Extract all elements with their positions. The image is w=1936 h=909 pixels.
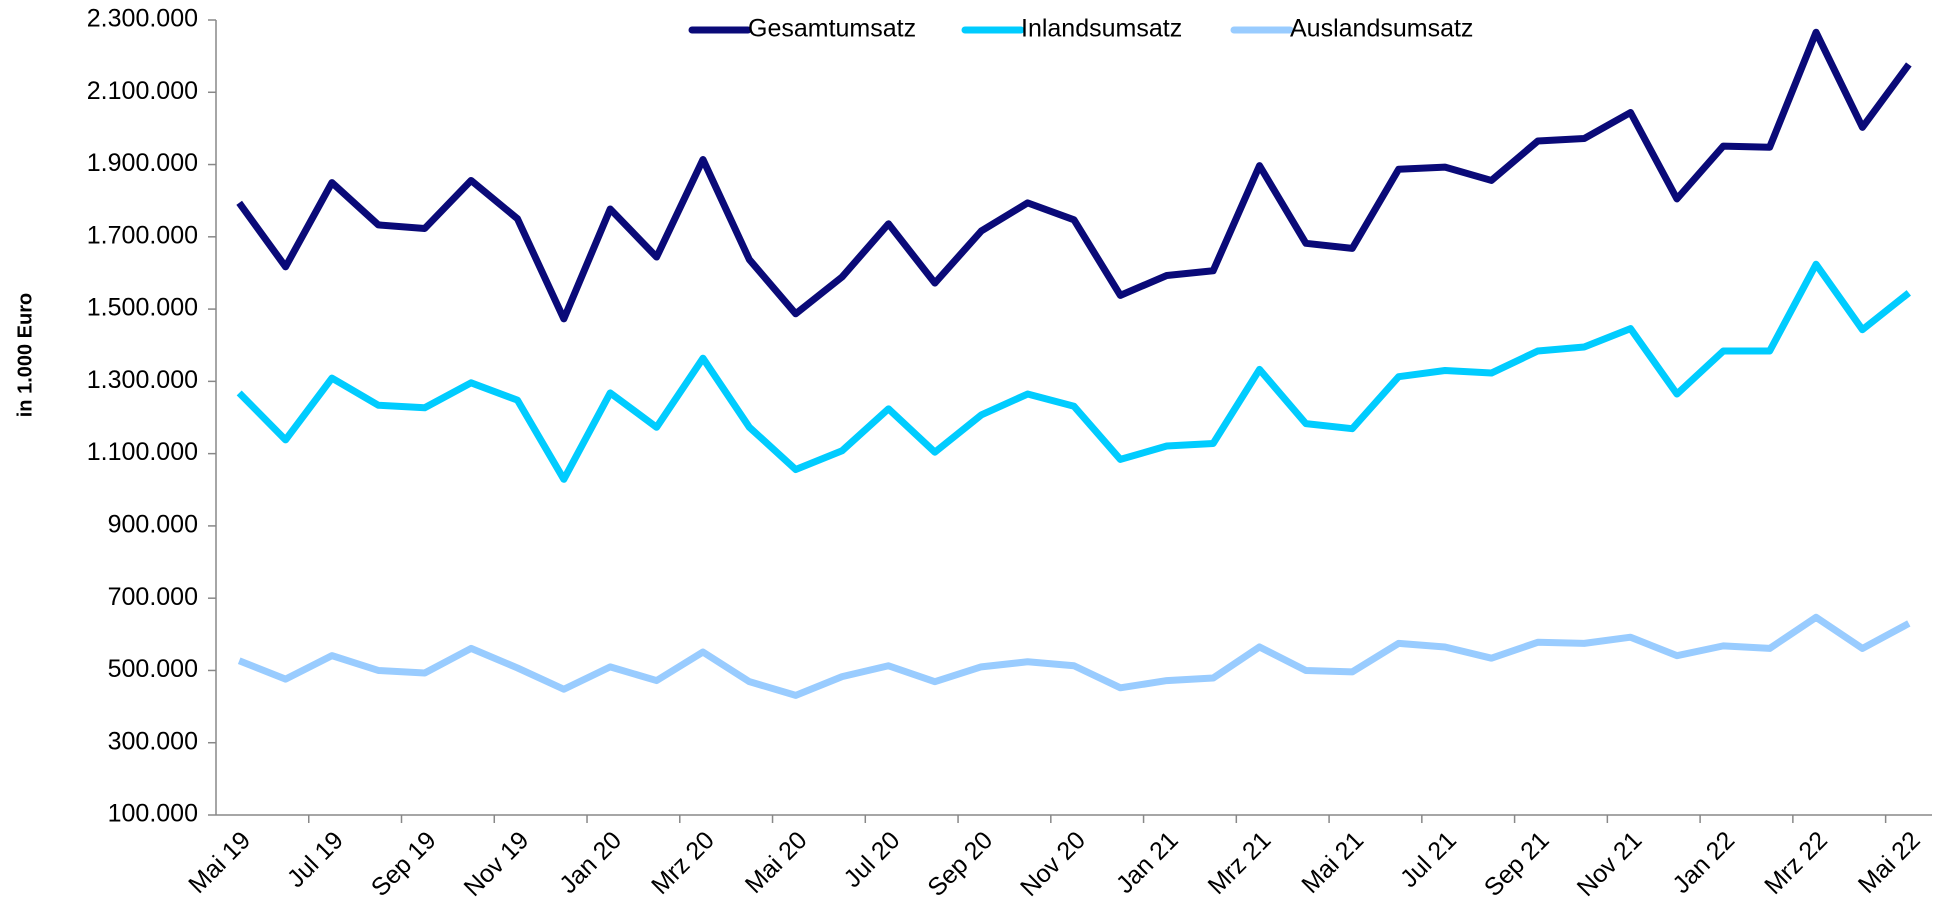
x-tick-label: Mai 20 [740,826,813,899]
x-tick-label: Nov 20 [1015,826,1091,902]
x-tick-label: Jan 22 [1667,826,1740,899]
y-tick-label: 300.000 [108,727,198,755]
y-tick-label: 1.900.000 [87,149,198,177]
y-tick-label: 500.000 [108,655,198,683]
y-tick-label: 2.100.000 [87,77,198,105]
x-tick-label: Jul 19 [282,826,349,893]
y-axis-label: in 1.000 Euro [14,293,36,418]
x-tick-label: Nov 19 [459,826,535,902]
x-tick-label: Mrz 20 [646,826,720,900]
x-tick-label: Mrz 22 [1759,826,1833,900]
x-tick-label: Sep 20 [922,826,998,902]
x-tick-label: Nov 21 [1572,826,1648,902]
line-series [236,28,1912,323]
legend-label: Gesamtumsatz [748,15,916,43]
x-tick-label: Jul 21 [1395,826,1462,893]
x-tick-label: Mrz 21 [1203,826,1277,900]
x-tick-label: Sep 19 [366,826,442,902]
y-tick-label: 2.300.000 [87,5,198,33]
legend-label: Inlandsumsatz [1021,15,1182,43]
legend-label: Auslandsumsatz [1290,15,1473,43]
x-tick-label: Jul 20 [838,826,905,893]
y-tick-label: 1.700.000 [87,221,198,249]
line-series [237,613,1911,699]
x-tick-label: Sep 21 [1479,826,1555,902]
y-tick-label: 1.100.000 [87,438,198,466]
y-tick-label: 100.000 [108,800,198,828]
y-tick-label: 1.500.000 [87,294,198,322]
y-tick-label: 700.000 [108,583,198,611]
line-series [236,260,1911,483]
x-tick-label: Jan 21 [1111,826,1184,899]
y-tick-label: 900.000 [108,511,198,539]
x-tick-label: Mai 19 [183,826,256,899]
y-tick-label: 1.300.000 [87,366,198,394]
x-tick-label: Mai 21 [1296,826,1369,899]
x-tick-label: Jan 20 [554,826,627,899]
x-tick-label: Mai 22 [1853,826,1926,899]
